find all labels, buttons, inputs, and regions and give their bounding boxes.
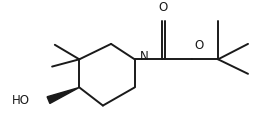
Text: HO: HO (12, 94, 30, 107)
Text: N: N (140, 50, 149, 63)
Polygon shape (47, 87, 79, 104)
Text: O: O (159, 1, 168, 14)
Text: O: O (194, 39, 204, 52)
